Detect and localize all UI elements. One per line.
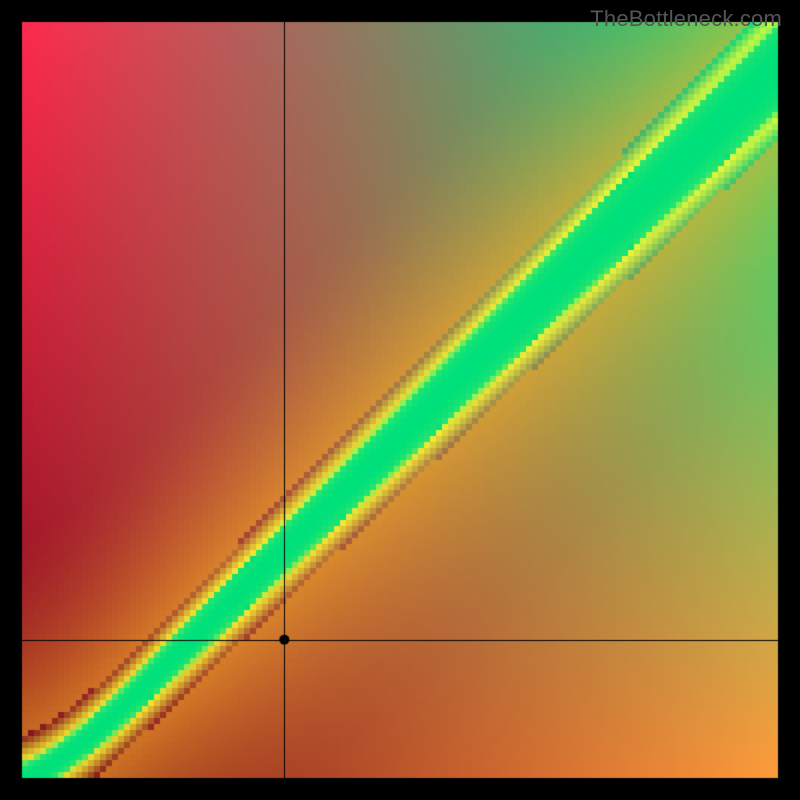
watermark-text: TheBottleneck.com (590, 6, 782, 32)
bottleneck-heatmap (0, 0, 800, 800)
